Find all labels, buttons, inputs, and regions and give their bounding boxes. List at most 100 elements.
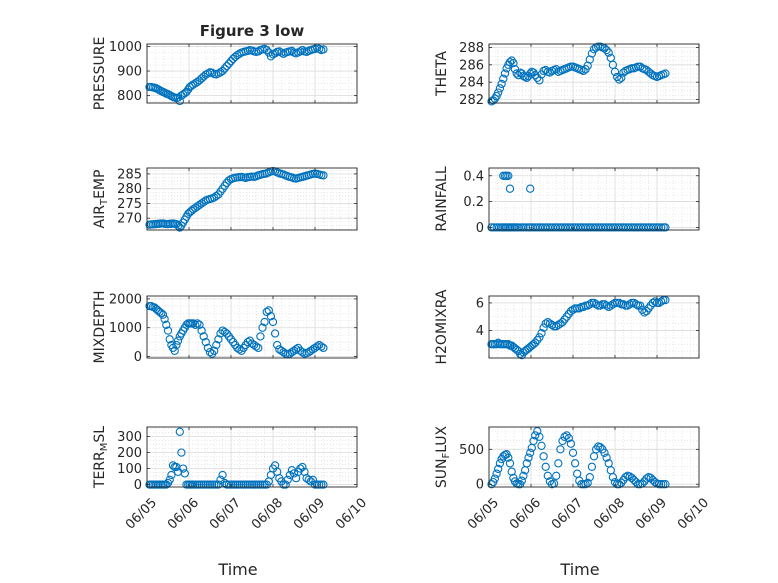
data-point xyxy=(262,307,271,317)
data-point xyxy=(193,319,202,328)
data-point xyxy=(602,453,611,462)
data-point xyxy=(247,339,257,348)
data-point xyxy=(249,340,259,350)
x-axis-label: Time xyxy=(559,560,599,579)
data-point xyxy=(490,474,500,483)
plot-area xyxy=(489,427,699,487)
y-axis-label-part: LUX xyxy=(434,425,450,452)
data-point xyxy=(289,346,299,355)
y-axis-label-part: SUN xyxy=(434,459,450,489)
data-point xyxy=(235,480,244,489)
data-point xyxy=(535,76,544,85)
grid xyxy=(146,427,358,487)
data-point xyxy=(193,202,202,211)
data-point xyxy=(552,65,561,74)
data-point xyxy=(231,480,240,489)
y-tick-label: 1000 xyxy=(109,40,142,55)
data-point xyxy=(602,301,611,310)
data-point xyxy=(522,459,531,468)
x-tick-label: 06/05 xyxy=(123,495,160,532)
data-point xyxy=(160,314,169,324)
panel-theta: 282 284 286 288 THETA xyxy=(434,41,700,108)
data-point xyxy=(625,300,634,309)
data-point xyxy=(600,300,609,309)
data-point xyxy=(224,480,234,489)
data-point xyxy=(517,476,526,485)
data-point xyxy=(612,480,622,489)
data-point xyxy=(631,477,641,487)
y-axis-label: THETA xyxy=(434,51,450,97)
data-point xyxy=(499,74,508,83)
data-point xyxy=(570,304,580,313)
y-axis-label: SUNFLUX xyxy=(434,425,452,488)
data-point xyxy=(564,434,573,443)
data-point xyxy=(531,71,540,80)
data-point xyxy=(533,427,542,436)
data-point xyxy=(494,464,503,474)
data-point xyxy=(226,480,236,489)
data-point xyxy=(289,469,299,478)
data-point xyxy=(189,205,198,214)
data-point xyxy=(312,480,322,489)
data-point xyxy=(543,318,552,327)
data-point xyxy=(636,62,645,71)
y-tick-label: 500 xyxy=(459,443,484,458)
plot-area xyxy=(147,296,357,358)
data-point xyxy=(173,336,183,345)
x-tick-label: 06/05 xyxy=(465,495,502,532)
data-point xyxy=(220,327,229,337)
data-point xyxy=(526,448,535,457)
data-point xyxy=(507,467,516,476)
data-point xyxy=(258,323,267,332)
data-point xyxy=(233,480,242,489)
data-point xyxy=(273,340,282,350)
data-point xyxy=(170,346,179,355)
data-point xyxy=(587,49,597,58)
data-point xyxy=(654,480,664,489)
data-point xyxy=(600,44,609,53)
data-point xyxy=(312,342,322,351)
data-point xyxy=(657,297,666,306)
data-point xyxy=(524,453,533,462)
data-point xyxy=(175,96,184,106)
data-point xyxy=(162,320,171,329)
data-point xyxy=(545,68,555,77)
x-tick-label: 06/06 xyxy=(165,495,202,532)
data-point xyxy=(189,319,198,328)
data-point xyxy=(577,302,586,312)
data-point xyxy=(317,480,326,489)
data-point xyxy=(560,432,569,441)
y-tick-label: 900 xyxy=(117,65,142,80)
data-point xyxy=(212,480,221,489)
data-point xyxy=(631,300,641,309)
data-point xyxy=(191,480,200,489)
data-point xyxy=(648,298,657,308)
data-point xyxy=(600,448,609,457)
data-point xyxy=(201,337,210,347)
data-point xyxy=(579,66,588,76)
data-point xyxy=(254,343,263,353)
data-point xyxy=(526,69,535,78)
data-point xyxy=(298,45,307,55)
data-point xyxy=(296,47,305,56)
data-point xyxy=(264,306,273,315)
y-axis-label: MIXDEPTH xyxy=(92,291,108,364)
y-axis-label-part: TERR xyxy=(92,451,108,489)
data-point xyxy=(604,302,613,312)
data-point xyxy=(537,441,546,450)
y-tick-label: 0 xyxy=(476,221,484,236)
data-point xyxy=(539,452,548,461)
data-point xyxy=(220,64,229,73)
data-point xyxy=(222,480,231,489)
y-axis-label-part: AIR xyxy=(92,205,108,229)
series-points xyxy=(487,295,670,360)
data-point xyxy=(617,300,626,309)
y-tick-label: 0 xyxy=(476,478,484,493)
data-point xyxy=(657,223,666,232)
y-axis-label: PRESSURE xyxy=(92,37,108,111)
x-tick-label: 06/09 xyxy=(633,495,670,532)
x-tick-label: 06/07 xyxy=(549,495,586,532)
y-tick-label: 1000 xyxy=(109,321,142,336)
data-point xyxy=(646,69,655,78)
data-point xyxy=(612,72,622,82)
